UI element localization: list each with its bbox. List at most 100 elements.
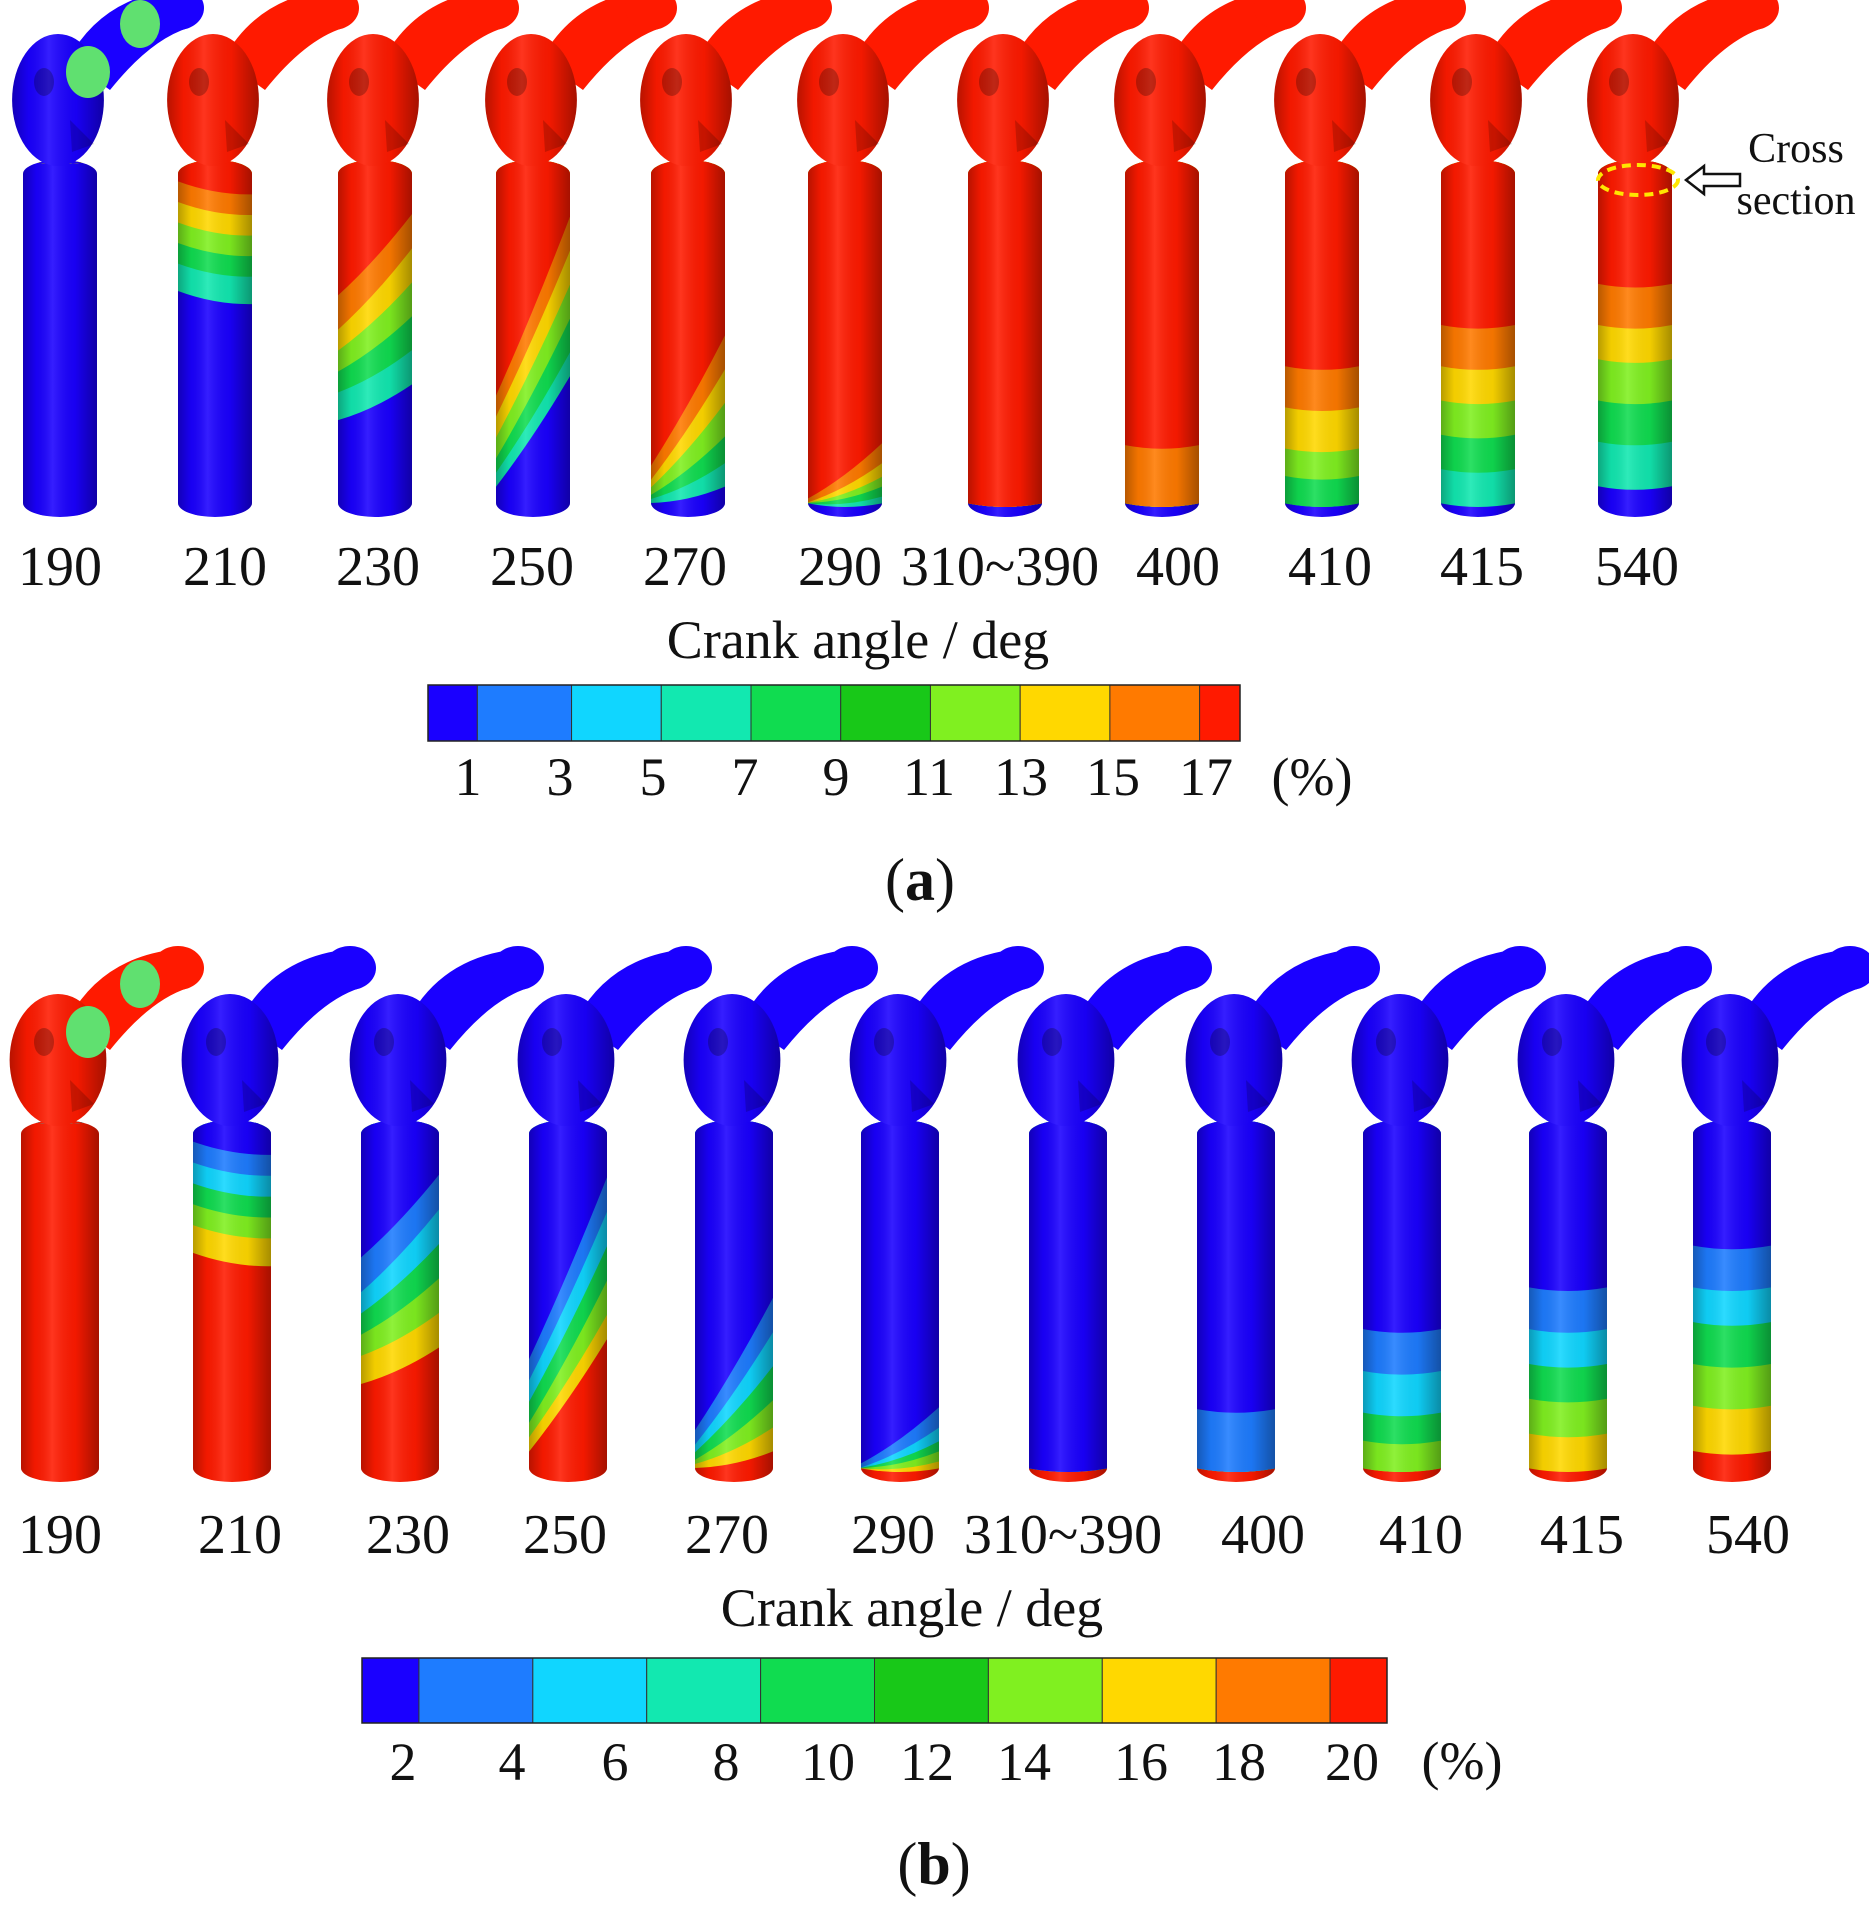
colorbar-swatch: [646, 1657, 762, 1724]
colorbar-b: 2 4 6 8 10 12 14 16 18 20: [361, 1657, 1388, 1792]
pipe-a-2: [167, 0, 359, 517]
pipe-b-6: [849, 946, 1044, 1482]
angle-labels-b: 190 210 230 250 270 290 310~390 400 410 415 540: [18, 1504, 1790, 1566]
colorbar-swatch: [660, 684, 752, 742]
panel-letter-a: a: [905, 847, 935, 913]
pipe-b-3: [349, 946, 544, 1482]
panel-a: 190 210 230 250 270 290 310~390 400 410 415 540 Cr…: [12, 0, 1855, 913]
pipe-a-11: [1587, 0, 1779, 517]
inlet-face: [66, 46, 110, 98]
pipe-head: [181, 946, 376, 1126]
colorbar-swatch: [427, 684, 478, 742]
panel-b: 190 210 230 250 270 290 310~390 400 410 415 540 Cr…: [9, 946, 1869, 1897]
colorbar-tick-label: 9: [823, 747, 850, 807]
angle-label: 250: [490, 536, 574, 598]
angle-label: 270: [643, 536, 727, 598]
angle-label: 290: [798, 536, 882, 598]
cross-section-annotation: Cross section: [1596, 126, 1856, 224]
pipe-row-a: [12, 0, 1779, 517]
angle-label: 400: [1136, 536, 1220, 598]
angle-label: 310~390: [901, 536, 1099, 598]
colorbar-tick-label: 1: [455, 747, 482, 807]
colorbar-swatch: [1101, 1657, 1217, 1724]
inlet-face: [66, 1006, 110, 1058]
pipe-head: [349, 946, 544, 1126]
angle-label: 290: [851, 1504, 935, 1566]
angle-label: 250: [523, 1504, 607, 1566]
pipe-head: [640, 0, 832, 166]
pipe-a-1: [12, 0, 204, 517]
colorbar-tick-label: 13: [994, 747, 1048, 807]
angle-labels-a: 190 210 230 250 270 290 310~390 400 410 415 540: [18, 536, 1679, 598]
colorbar-swatch: [1019, 684, 1111, 742]
colorbar-tick-label: 18: [1212, 1732, 1266, 1792]
angle-label: 410: [1288, 536, 1372, 598]
pipe-a-8: [1114, 0, 1306, 517]
pipe-head: [1681, 946, 1869, 1126]
colorbar-tick-label: 17: [1179, 747, 1233, 807]
colorbar-tick-label: 20: [1325, 1732, 1379, 1792]
pipe-head: [9, 946, 204, 1126]
pipe-head: [957, 0, 1149, 166]
colorbar-swatch: [361, 1657, 420, 1724]
pipe-head: [1114, 0, 1306, 166]
colorbar-tick-label: 16: [1114, 1732, 1168, 1792]
pipe-b-4: [517, 946, 712, 1482]
colorbar-swatch: [987, 1657, 1103, 1724]
arrow-left-icon: [1683, 163, 1742, 197]
colorbar-tick-label: 8: [713, 1732, 740, 1792]
pipe-b-7: [1017, 946, 1212, 1482]
pipe-a-7: [957, 0, 1149, 517]
pipe-head: [1587, 0, 1779, 166]
inlet-face: [120, 960, 160, 1008]
pipe-head: [167, 0, 359, 166]
pipe-head: [1351, 946, 1546, 1126]
pipe-head: [797, 0, 989, 166]
pipe-head: [1017, 946, 1212, 1126]
colorbar-swatch: [1329, 1657, 1388, 1724]
pipe-a-3: [327, 0, 519, 517]
colorbar-tick-label: 7: [732, 747, 759, 807]
pipe-b-10: [1517, 946, 1712, 1482]
annotation-cross: Cross: [1748, 126, 1844, 172]
pipe-b-8: [1185, 946, 1380, 1482]
angle-label: 540: [1595, 536, 1679, 598]
pipe-a-9: [1274, 0, 1466, 517]
colorbar-swatch: [750, 684, 842, 742]
colorbar-swatch: [874, 1657, 989, 1724]
colorbar-unit-b: (%): [1422, 1731, 1503, 1791]
panel-caption-b: (b): [897, 1831, 970, 1897]
colorbar-tick-label: 14: [997, 1732, 1051, 1792]
angle-label: 210: [198, 1504, 282, 1566]
angle-label: 415: [1440, 536, 1524, 598]
pipe-a-10: [1430, 0, 1622, 517]
annotation-section: section: [1737, 178, 1856, 224]
crank-angle-label-b: Crank angle / deg: [721, 1578, 1103, 1638]
colorbar-tick-label: 4: [499, 1732, 526, 1792]
colorbar-swatch: [476, 684, 573, 742]
pipe-head: [683, 946, 878, 1126]
angle-label: 410: [1379, 1504, 1463, 1566]
crank-angle-label-a: Crank angle / deg: [667, 610, 1049, 670]
pipe-head: [1185, 946, 1380, 1126]
colorbar-swatch: [571, 684, 662, 742]
colorbar-tick-label: 12: [900, 1732, 954, 1792]
angle-label: 310~390: [964, 1504, 1162, 1566]
angle-label: 415: [1540, 1504, 1624, 1566]
colorbar-swatch: [1109, 684, 1201, 742]
panel-caption-a: (a): [885, 847, 955, 913]
angle-label: 400: [1221, 1504, 1305, 1566]
pipe-a-5: [640, 0, 832, 517]
pipe-head: [327, 0, 519, 166]
angle-label: 190: [18, 536, 102, 598]
colorbar-a: 1 3 5 7 9 11 13 15 17: [427, 684, 1241, 807]
colorbar-swatch: [929, 684, 1021, 742]
pipe-b-11: [1681, 946, 1869, 1482]
pipe-head: [1430, 0, 1622, 166]
cross-section-ellipse: [1596, 163, 1680, 197]
angle-label: 230: [336, 536, 420, 598]
colorbar-swatch: [418, 1657, 534, 1724]
angle-label: 190: [18, 1504, 102, 1566]
angle-label: 210: [183, 536, 267, 598]
pipe-b-2: [181, 946, 376, 1482]
